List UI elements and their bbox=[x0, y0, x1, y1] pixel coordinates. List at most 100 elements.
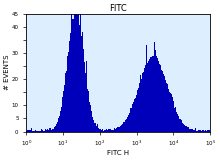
Bar bbox=[90, 105, 91, 132]
Bar bbox=[43, 131, 44, 132]
Bar bbox=[195, 128, 196, 132]
Bar bbox=[37, 131, 38, 132]
Bar bbox=[163, 75, 164, 132]
Bar bbox=[128, 116, 129, 132]
Bar bbox=[108, 131, 109, 132]
Bar bbox=[189, 129, 190, 132]
Bar bbox=[132, 102, 133, 132]
Bar bbox=[160, 65, 161, 132]
X-axis label: FITC H: FITC H bbox=[107, 150, 129, 156]
Bar bbox=[102, 129, 103, 132]
Bar bbox=[73, 19, 74, 132]
Bar bbox=[145, 65, 146, 132]
Title: FITC: FITC bbox=[109, 4, 127, 13]
Bar bbox=[94, 123, 95, 132]
Bar bbox=[138, 88, 139, 132]
Bar bbox=[107, 130, 108, 132]
Bar bbox=[192, 129, 193, 132]
Bar bbox=[209, 130, 210, 132]
Bar bbox=[28, 131, 29, 132]
Bar bbox=[44, 131, 45, 132]
Bar bbox=[61, 107, 62, 132]
Bar bbox=[186, 126, 187, 132]
Bar bbox=[150, 57, 151, 132]
Bar bbox=[59, 116, 60, 132]
Bar bbox=[146, 44, 147, 132]
Bar bbox=[204, 131, 205, 132]
Bar bbox=[54, 128, 55, 132]
Bar bbox=[112, 130, 113, 132]
Bar bbox=[46, 130, 47, 132]
Bar bbox=[131, 108, 132, 132]
Bar bbox=[62, 99, 63, 132]
Bar bbox=[48, 130, 49, 132]
Bar bbox=[116, 128, 117, 132]
Bar bbox=[69, 48, 70, 132]
Bar bbox=[96, 126, 97, 132]
Bar bbox=[170, 93, 171, 132]
Bar bbox=[121, 125, 122, 132]
Bar bbox=[29, 130, 30, 132]
Bar bbox=[74, 14, 75, 132]
Bar bbox=[104, 130, 105, 132]
Bar bbox=[147, 63, 148, 132]
Bar bbox=[156, 56, 157, 132]
Bar bbox=[84, 62, 85, 132]
Bar bbox=[78, 14, 79, 132]
Bar bbox=[196, 131, 197, 132]
Bar bbox=[168, 89, 169, 132]
Bar bbox=[176, 112, 177, 132]
Bar bbox=[55, 126, 56, 132]
Bar bbox=[33, 131, 34, 132]
Bar bbox=[65, 73, 66, 132]
Bar bbox=[34, 131, 35, 132]
Bar bbox=[106, 129, 107, 132]
Bar bbox=[171, 94, 172, 132]
Bar bbox=[181, 120, 182, 132]
Bar bbox=[124, 122, 125, 132]
Bar bbox=[135, 98, 136, 132]
Bar bbox=[199, 130, 200, 132]
Bar bbox=[77, 15, 78, 132]
Bar bbox=[105, 130, 106, 132]
Bar bbox=[137, 90, 138, 132]
Bar bbox=[130, 108, 131, 132]
Bar bbox=[152, 56, 153, 132]
Bar bbox=[205, 130, 206, 132]
Bar bbox=[49, 128, 50, 132]
Bar bbox=[30, 130, 31, 132]
Bar bbox=[52, 129, 53, 132]
Bar bbox=[166, 83, 167, 132]
Bar bbox=[120, 126, 121, 132]
Bar bbox=[100, 129, 101, 132]
Bar bbox=[97, 128, 98, 132]
Bar bbox=[27, 130, 28, 132]
Bar bbox=[39, 131, 40, 132]
Bar bbox=[191, 129, 192, 132]
Bar bbox=[63, 91, 64, 132]
Bar bbox=[85, 73, 86, 132]
Bar bbox=[86, 61, 87, 132]
Bar bbox=[118, 127, 119, 132]
Bar bbox=[82, 32, 83, 132]
Bar bbox=[159, 64, 160, 132]
Bar bbox=[83, 49, 84, 132]
Bar bbox=[188, 127, 189, 132]
Bar bbox=[38, 131, 39, 132]
Bar bbox=[45, 129, 46, 132]
Bar bbox=[194, 130, 195, 132]
Bar bbox=[141, 80, 142, 132]
Bar bbox=[187, 127, 188, 132]
Bar bbox=[167, 84, 168, 132]
Bar bbox=[151, 57, 152, 132]
Bar bbox=[89, 102, 90, 132]
Bar bbox=[68, 52, 69, 132]
Bar bbox=[126, 117, 127, 132]
Bar bbox=[161, 70, 162, 132]
Bar bbox=[111, 130, 112, 132]
Bar bbox=[76, 14, 77, 132]
Bar bbox=[183, 124, 184, 132]
Bar bbox=[148, 60, 149, 132]
Bar bbox=[193, 130, 194, 132]
Bar bbox=[190, 129, 191, 132]
